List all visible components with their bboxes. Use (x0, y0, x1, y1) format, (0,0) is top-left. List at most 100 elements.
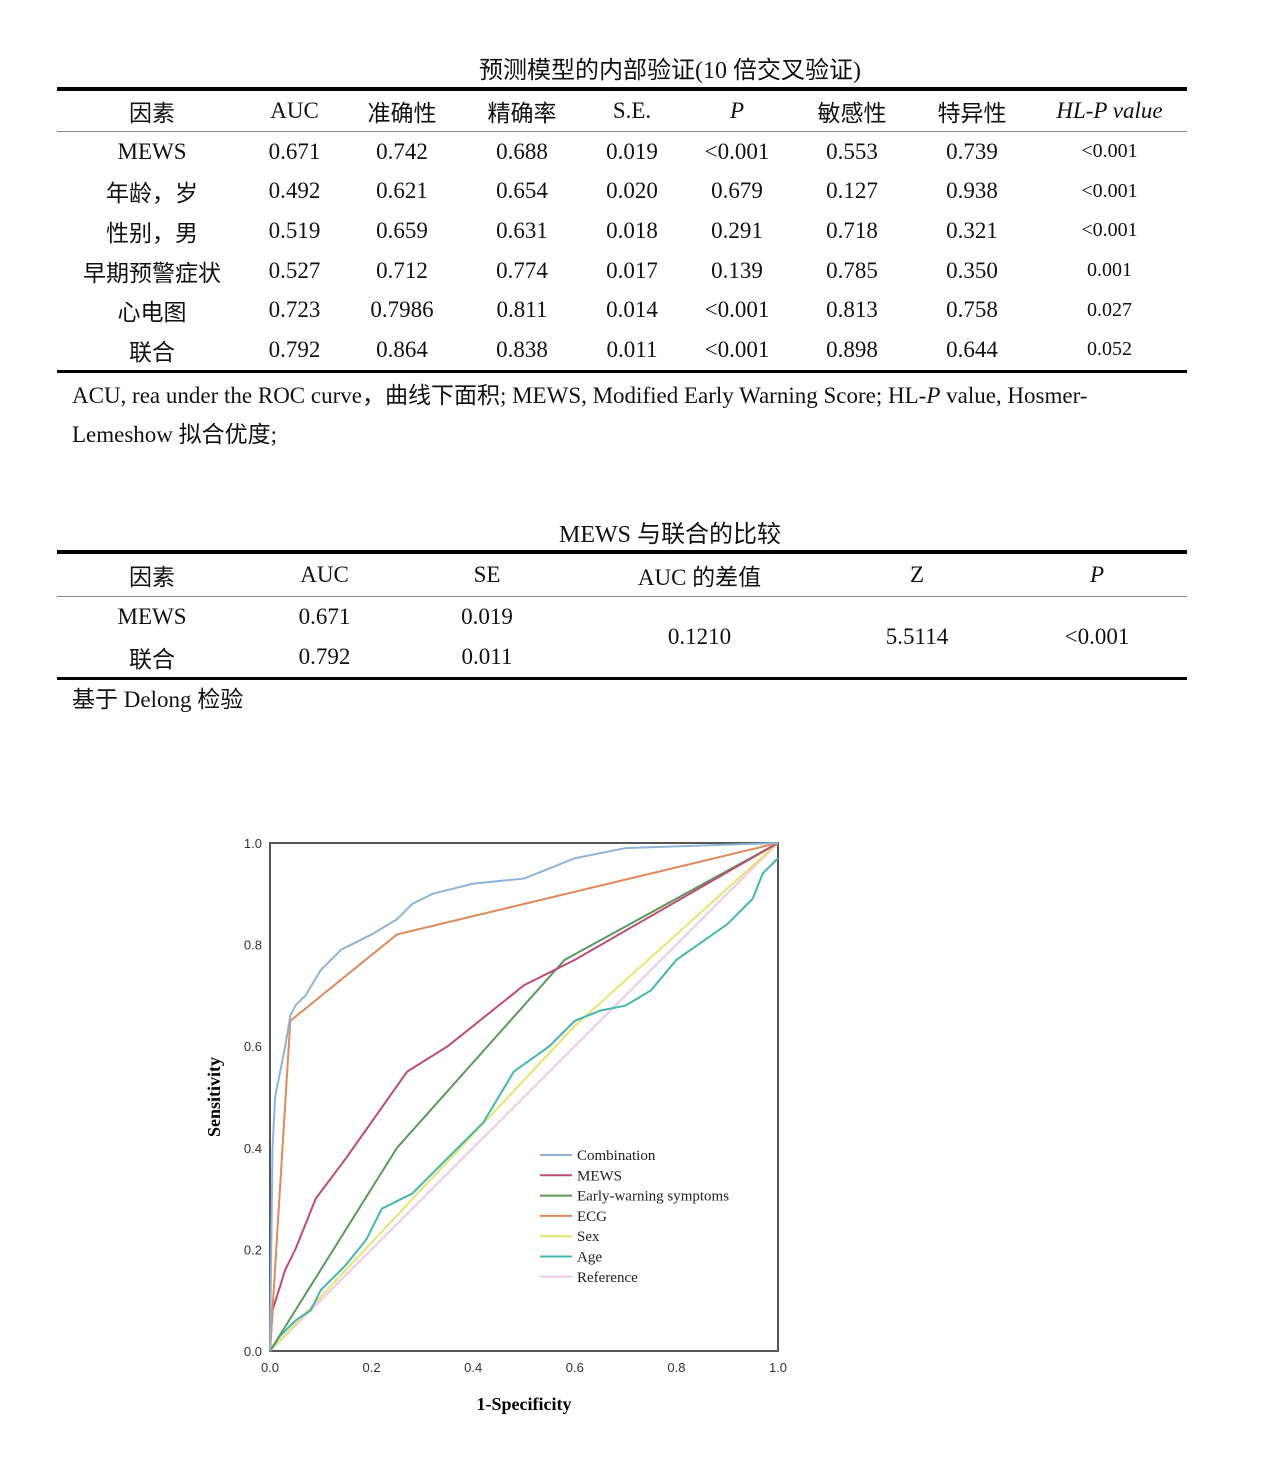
y-tick-label: 1.0 (244, 836, 262, 851)
cell: 心电图 (117, 300, 187, 326)
y-tick-label: 0.6 (244, 1039, 262, 1054)
col-header: SE (402, 552, 572, 597)
cell: 0.792 (298, 644, 351, 669)
col-header: 因素 (57, 89, 247, 132)
y-tick-label: 0.4 (244, 1141, 262, 1156)
legend-label: Sex (577, 1229, 600, 1245)
cell: MEWS (117, 604, 187, 629)
y-axis-label: Sensitivity (204, 1057, 224, 1137)
cell: 0.011 (461, 644, 513, 669)
auc-diff: 0.1210 (667, 624, 732, 649)
x-axis-label: 1-Specificity (477, 1394, 572, 1414)
cell: 0.553 (826, 138, 878, 164)
series-line-age (269, 857, 779, 1352)
col-header: Z (827, 552, 1007, 597)
y-tick-label: 0.2 (244, 1242, 262, 1257)
legend-label: Reference (577, 1270, 638, 1286)
cell: 0.7986 (370, 297, 434, 323)
x-tick-label: 0.2 (363, 1360, 381, 1375)
table-row: 年龄，岁 0.492 0.621 0.654 0.020 0.679 0.127 0.938 <… (57, 172, 1187, 212)
cell: MEWS (117, 138, 187, 164)
cell: 0.014 (606, 297, 658, 323)
y-tick-label: 0.0 (244, 1344, 262, 1359)
cell: 0.671 (268, 138, 321, 164)
cell: 0.001 (1087, 259, 1132, 282)
cell: 联合 (129, 647, 175, 672)
col-header: 准确性 (342, 89, 462, 132)
series-line-sex (269, 842, 779, 1352)
cell: 0.712 (376, 257, 428, 283)
p-label: P (1089, 562, 1105, 587)
y-tick-label: 0.8 (244, 938, 262, 953)
table2-title: MEWS 与联合的比较 (559, 522, 781, 548)
table-row: MEWS 0.671 0.019 0.1210 5.5114 <0.001 (57, 597, 1187, 649)
col-header: AUC (247, 552, 402, 597)
cell: 0.631 (496, 217, 548, 243)
col-header: 因素 (57, 552, 247, 597)
cell: 0.519 (268, 217, 321, 243)
cell: 0.898 (826, 336, 878, 362)
col-header: S.E. (582, 89, 682, 132)
cell: 0.644 (946, 336, 998, 362)
series-line-ecg (269, 842, 779, 1352)
cell: 0.011 (606, 336, 658, 362)
cell: <0.001 (1081, 179, 1138, 202)
table-header-row: 因素 AUC SE AUC 的差值 Z P (57, 552, 1187, 597)
cell: 0.723 (268, 297, 321, 323)
legend-label: Age (577, 1250, 602, 1266)
cell: 0.742 (376, 138, 428, 164)
legend-label: ECG (577, 1209, 607, 1225)
cell: 0.052 (1087, 338, 1132, 361)
legend-label: Combination (577, 1148, 656, 1164)
col-header: 精确率 (462, 89, 582, 132)
cell: 0.621 (376, 178, 428, 204)
note-text: ACU, rea under the ROC curve，曲线下面积; MEWS… (72, 383, 927, 408)
series-line-combination (269, 842, 779, 1352)
cell: <0.001 (1081, 219, 1138, 242)
cell: 0.758 (946, 297, 998, 323)
note-p: P (926, 383, 941, 408)
x-tick-label: 0.8 (667, 1360, 685, 1375)
p-label: P (729, 98, 745, 123)
table-row: MEWS 0.671 0.742 0.688 0.019 <0.001 0.553 0.739… (57, 132, 1187, 172)
col-header: HL-P value (1032, 89, 1187, 132)
x-tick-label: 1.0 (769, 1360, 787, 1375)
cell: 0.291 (711, 217, 763, 243)
cell: 0.688 (496, 138, 548, 164)
cell: <0.001 (1081, 140, 1138, 163)
hlp-label: HL-P value (1056, 98, 1163, 123)
cell: 0.813 (826, 297, 878, 323)
cell: 0.018 (606, 217, 658, 243)
p-value: <0.001 (1064, 624, 1130, 649)
legend-label: MEWS (577, 1168, 622, 1184)
cell: 0.527 (268, 257, 321, 283)
col-header: P (1007, 552, 1187, 597)
table-row: 联合 0.792 0.864 0.838 0.011 <0.001 0.898 0.644 0.… (57, 330, 1187, 371)
note-text: Lemeshow 拟合优度; (72, 422, 278, 447)
table-header-row: 因素 AUC 准确性 精确率 S.E. P 敏感性 特异性 HL-P value (57, 89, 1187, 132)
table-row: 心电图 0.723 0.7986 0.811 0.014 <0.001 0.813 0.758… (57, 290, 1187, 330)
cell: 0.792 (268, 336, 321, 362)
x-tick-label: 0.6 (566, 1360, 584, 1375)
cell: 0.811 (496, 297, 548, 323)
cell: 0.017 (606, 257, 658, 283)
series-line-mews (269, 842, 779, 1352)
cell: 0.027 (1087, 298, 1132, 321)
cell: 早期预警症状 (83, 260, 221, 286)
cell: 性别，男 (106, 220, 198, 246)
col-header: AUC (247, 89, 342, 132)
cell: 0.938 (946, 178, 998, 204)
cell: 0.739 (946, 138, 998, 164)
comparison-table: 因素 AUC SE AUC 的差值 Z P MEWS 0.671 0.019 0… (57, 550, 1187, 680)
validation-table: 因素 AUC 准确性 精确率 S.E. P 敏感性 特异性 HL-P value… (57, 87, 1187, 373)
cell: 0.785 (826, 257, 878, 283)
col-header: P (682, 89, 792, 132)
x-tick-label: 0.0 (261, 1360, 279, 1375)
table-row: 早期预警症状 0.527 0.712 0.774 0.017 0.139 0.785 0.35… (57, 251, 1187, 291)
cell: 年龄，岁 (106, 181, 198, 207)
cell: 0.659 (376, 217, 428, 243)
z-value: 5.5114 (885, 624, 949, 649)
cell: 0.127 (826, 178, 878, 204)
cell: 0.864 (376, 336, 428, 362)
